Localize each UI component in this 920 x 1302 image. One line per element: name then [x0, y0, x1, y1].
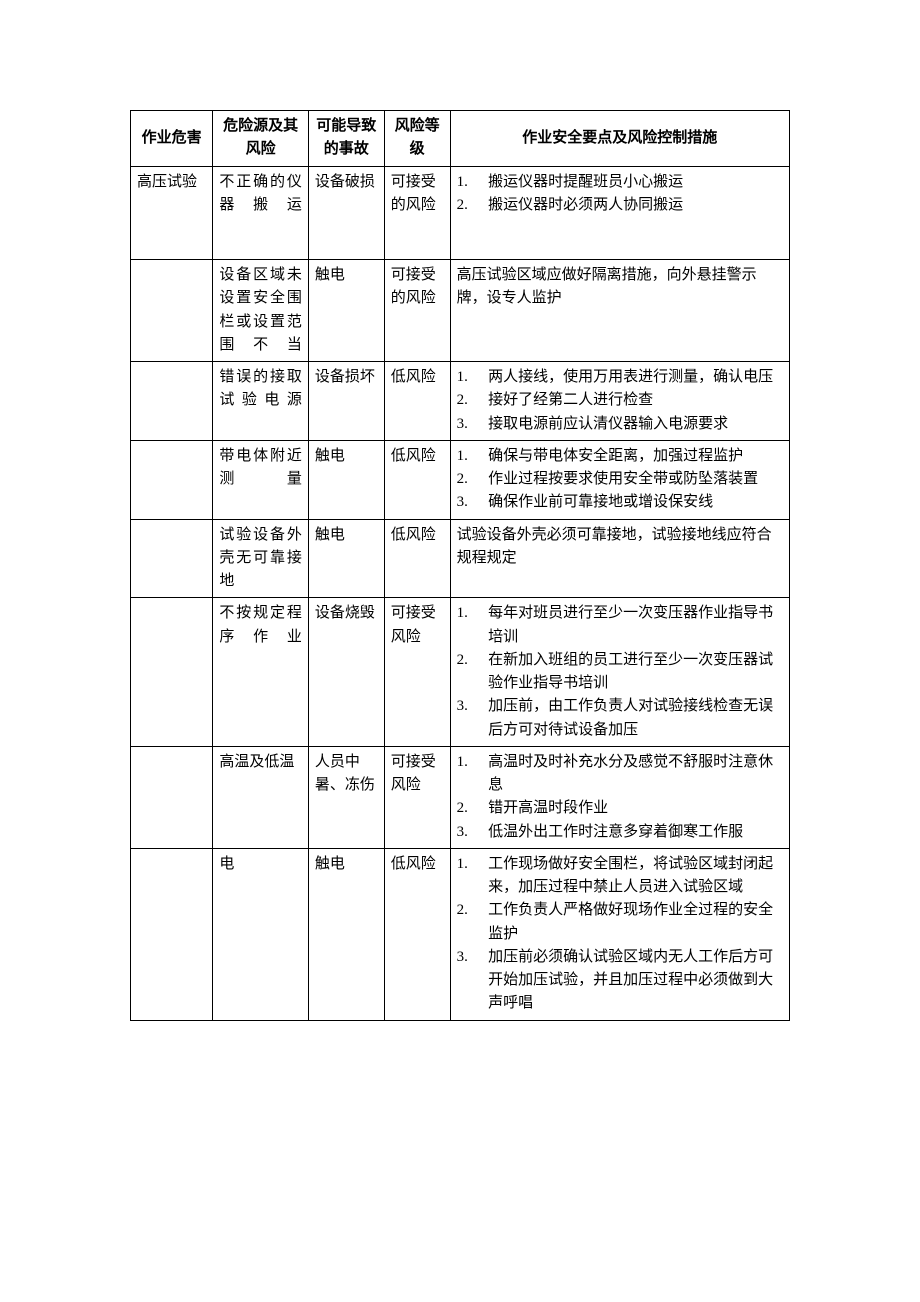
cell-measures: 工作现场做好安全围栏，将试验区域封闭起来，加压过程中禁止人员进入试验区域工作负责…	[450, 848, 789, 1020]
measures-item: 高温时及时补充水分及感觉不舒服时注意休息	[457, 751, 783, 798]
cell-hazard	[131, 848, 213, 1020]
measures-list: 每年对班员进行至少一次变压器作业指导书培训在新加入班组的员工进行至少一次变压器试…	[457, 602, 783, 742]
measures-item: 加压前必须确认试验区域内无人工作后方可开始加压试验，并且加压过程中必须做到大声呼…	[457, 946, 783, 1016]
cell-source: 高温及低温	[213, 746, 309, 848]
table-row: 错误的接取试验电源设备损坏低风险两人接线，使用万用表进行测量，确认电压接好了经第…	[131, 362, 790, 441]
measures-item: 工作负责人严格做好现场作业全过程的安全监护	[457, 899, 783, 946]
cell-hazard	[131, 598, 213, 747]
cell-accident: 触电	[308, 260, 384, 362]
measures-item: 确保与带电体安全距离，加强过程监护	[457, 445, 783, 468]
measures-list: 确保与带电体安全距离，加强过程监护作业过程按要求使用安全带或防坠落装置确保作业前…	[457, 445, 783, 515]
col-source: 危险源及其风险	[213, 111, 309, 167]
cell-measures: 搬运仪器时提醒班员小心搬运搬运仪器时必须两人协同搬运	[450, 166, 789, 260]
table-row: 试验设备外壳无可靠接地触电低风险试验设备外壳必须可靠接地，试验接地线应符合规程规…	[131, 519, 790, 598]
cell-accident: 设备损坏	[308, 362, 384, 441]
cell-measures: 两人接线，使用万用表进行测量，确认电压接好了经第二人进行检查接取电源前应认清仪器…	[450, 362, 789, 441]
measures-list: 搬运仪器时提醒班员小心搬运搬运仪器时必须两人协同搬运	[457, 171, 783, 218]
table-row: 不按规定程序作业设备烧毁可接受风险每年对班员进行至少一次变压器作业指导书培训在新…	[131, 598, 790, 747]
cell-source: 设备区域未设置安全围栏或设置范围不当	[213, 260, 309, 362]
cell-hazard	[131, 260, 213, 362]
cell-measures: 试验设备外壳必须可靠接地，试验接地线应符合规程规定	[450, 519, 789, 598]
measures-item: 工作现场做好安全围栏，将试验区域封闭起来，加压过程中禁止人员进入试验区域	[457, 853, 783, 900]
table-row: 设备区域未设置安全围栏或设置范围不当触电可接受的风险高压试验区域应做好隔离措施，…	[131, 260, 790, 362]
col-hazard: 作业危害	[131, 111, 213, 167]
cell-level: 低风险	[384, 440, 450, 519]
cell-measures: 高温时及时补充水分及感觉不舒服时注意休息错开高温时段作业低温外出工作时注意多穿着…	[450, 746, 789, 848]
cell-level: 可接受风险	[384, 746, 450, 848]
table-row: 带电体附近测量触电低风险确保与带电体安全距离，加强过程监护作业过程按要求使用安全…	[131, 440, 790, 519]
cell-source: 不按规定程序作业	[213, 598, 309, 747]
measures-item: 每年对班员进行至少一次变压器作业指导书培训	[457, 602, 783, 649]
measures-item: 错开高温时段作业	[457, 797, 783, 820]
measures-list: 工作现场做好安全围栏，将试验区域封闭起来，加压过程中禁止人员进入试验区域工作负责…	[457, 853, 783, 1016]
cell-hazard	[131, 746, 213, 848]
cell-accident: 设备烧毁	[308, 598, 384, 747]
cell-hazard: 高压试验	[131, 166, 213, 260]
cell-hazard	[131, 440, 213, 519]
col-measures: 作业安全要点及风险控制措施	[450, 111, 789, 167]
cell-level: 可接受的风险	[384, 260, 450, 362]
cell-measures: 确保与带电体安全距离，加强过程监护作业过程按要求使用安全带或防坠落装置确保作业前…	[450, 440, 789, 519]
cell-level: 可接受的风险	[384, 166, 450, 260]
measures-item: 两人接线，使用万用表进行测量，确认电压	[457, 366, 783, 389]
cell-source: 不正确的仪器搬运	[213, 166, 309, 260]
cell-accident: 设备破损	[308, 166, 384, 260]
table-body: 高压试验不正确的仪器搬运设备破损可接受的风险搬运仪器时提醒班员小心搬运搬运仪器时…	[131, 166, 790, 1020]
table-row: 高压试验不正确的仪器搬运设备破损可接受的风险搬运仪器时提醒班员小心搬运搬运仪器时…	[131, 166, 790, 260]
measures-item: 低温外出工作时注意多穿着御寒工作服	[457, 821, 783, 844]
cell-source: 试验设备外壳无可靠接地	[213, 519, 309, 598]
hazard-risk-table: 作业危害 危险源及其风险 可能导致的事故 风险等级 作业安全要点及风险控制措施 …	[130, 110, 790, 1021]
measures-text: 试验设备外壳必须可靠接地，试验接地线应符合规程规定	[457, 524, 783, 571]
cell-source: 电	[213, 848, 309, 1020]
measures-item: 接好了经第二人进行检查	[457, 389, 783, 412]
cell-level: 可接受风险	[384, 598, 450, 747]
measures-item: 接取电源前应认清仪器输入电源要求	[457, 413, 783, 436]
table-row: 电触电低风险工作现场做好安全围栏，将试验区域封闭起来，加压过程中禁止人员进入试验…	[131, 848, 790, 1020]
measures-item: 搬运仪器时提醒班员小心搬运	[457, 171, 783, 194]
measures-item: 搬运仪器时必须两人协同搬运	[457, 194, 783, 217]
cell-level: 低风险	[384, 519, 450, 598]
cell-measures: 高压试验区域应做好隔离措施，向外悬挂警示牌，设专人监护	[450, 260, 789, 362]
measures-item: 在新加入班组的员工进行至少一次变压器试验作业指导书培训	[457, 649, 783, 696]
measures-text: 高压试验区域应做好隔离措施，向外悬挂警示牌，设专人监护	[457, 264, 783, 311]
col-accident: 可能导致的事故	[308, 111, 384, 167]
measures-item: 确保作业前可靠接地或增设保安线	[457, 491, 783, 514]
cell-level: 低风险	[384, 848, 450, 1020]
cell-level: 低风险	[384, 362, 450, 441]
cell-hazard	[131, 519, 213, 598]
cell-accident: 人员中暑、冻伤	[308, 746, 384, 848]
cell-hazard	[131, 362, 213, 441]
cell-measures: 每年对班员进行至少一次变压器作业指导书培训在新加入班组的员工进行至少一次变压器试…	[450, 598, 789, 747]
measures-list: 高温时及时补充水分及感觉不舒服时注意休息错开高温时段作业低温外出工作时注意多穿着…	[457, 751, 783, 844]
cell-accident: 触电	[308, 848, 384, 1020]
cell-accident: 触电	[308, 519, 384, 598]
table-row: 高温及低温人员中暑、冻伤可接受风险高温时及时补充水分及感觉不舒服时注意休息错开高…	[131, 746, 790, 848]
cell-accident: 触电	[308, 440, 384, 519]
col-level: 风险等级	[384, 111, 450, 167]
measures-item: 加压前，由工作负责人对试验接线检查无误后方可对待试设备加压	[457, 695, 783, 742]
table-header: 作业危害 危险源及其风险 可能导致的事故 风险等级 作业安全要点及风险控制措施	[131, 111, 790, 167]
cell-source: 错误的接取试验电源	[213, 362, 309, 441]
measures-list: 两人接线，使用万用表进行测量，确认电压接好了经第二人进行检查接取电源前应认清仪器…	[457, 366, 783, 436]
cell-source: 带电体附近测量	[213, 440, 309, 519]
measures-item: 作业过程按要求使用安全带或防坠落装置	[457, 468, 783, 491]
